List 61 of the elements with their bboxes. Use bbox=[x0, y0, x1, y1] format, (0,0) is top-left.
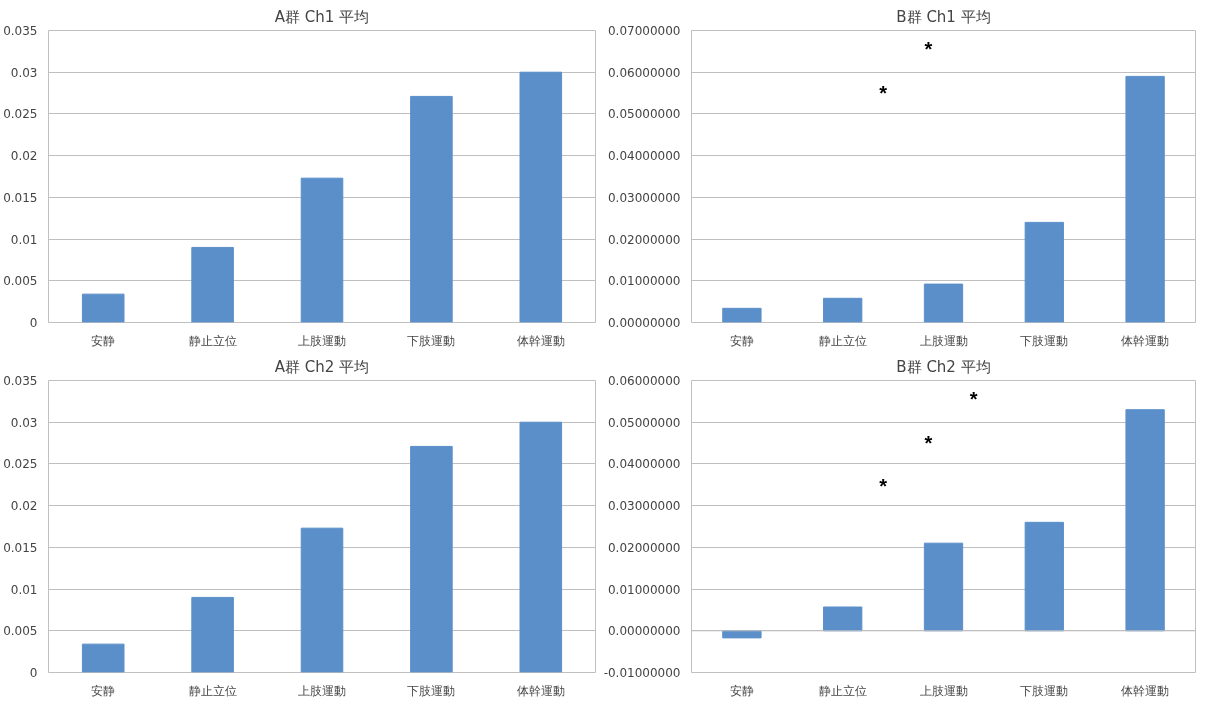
y-tick-label: 0.005 bbox=[3, 624, 38, 639]
x-tick-label: 下肢運動 bbox=[1020, 333, 1069, 348]
annotation: * bbox=[924, 37, 933, 60]
y-tick-label: 0.03 bbox=[10, 65, 38, 80]
annotation: * bbox=[879, 475, 888, 498]
y-tick-label: 0.05000000 bbox=[607, 107, 681, 122]
x-tick-label: 静止立位 bbox=[188, 683, 237, 698]
y-tick-label: 0.035 bbox=[3, 24, 38, 38]
x-tick-label: 下肢運動 bbox=[407, 683, 456, 698]
y-tick-label: 0.02 bbox=[10, 149, 38, 164]
y-tick-label: 0.00000000 bbox=[607, 624, 681, 639]
x-tick-label: 上肢運動 bbox=[919, 683, 968, 698]
y-tick-label: 0.04000000 bbox=[607, 149, 681, 164]
y-tick-label: 0.025 bbox=[3, 457, 38, 472]
x-tick-label: 上肢運動 bbox=[298, 333, 346, 348]
x-tick-label: 安静 bbox=[91, 333, 116, 348]
annotation: * bbox=[969, 387, 978, 410]
chart-title: A群 Ch1 平均 bbox=[274, 7, 370, 26]
x-tick-label: 安静 bbox=[729, 683, 754, 698]
y-tick-label: 0.00000000 bbox=[607, 316, 681, 330]
x-tick-label: 体幹運動 bbox=[1121, 683, 1170, 698]
x-tick-label: 静止立位 bbox=[818, 333, 867, 348]
y-tick-label: 0.035 bbox=[3, 374, 38, 388]
y-tick-label: 0 bbox=[29, 316, 38, 330]
y-tick-label: 0.04000000 bbox=[607, 457, 681, 472]
y-tick-label: 0.02000000 bbox=[607, 232, 681, 247]
y-tick-label: 0.07000000 bbox=[607, 24, 681, 38]
x-tick-label: 安静 bbox=[91, 683, 116, 698]
y-tick-label: 0.01 bbox=[10, 232, 38, 247]
y-tick-label: 0.03000000 bbox=[607, 499, 681, 514]
y-tick-label: 0.02000000 bbox=[607, 540, 681, 555]
chart-title: B群 Ch1 平均 bbox=[896, 7, 991, 26]
y-tick-label: 0.03000000 bbox=[607, 190, 681, 205]
x-tick-label: 上肢運動 bbox=[298, 683, 346, 698]
y-tick-label: 0.06000000 bbox=[607, 65, 681, 80]
x-tick-label: 下肢運動 bbox=[407, 333, 456, 348]
y-tick-label: 0.01000000 bbox=[607, 582, 681, 597]
chart-title: B群 Ch2 平均 bbox=[896, 357, 991, 376]
chart-title: A群 Ch2 平均 bbox=[274, 357, 370, 376]
y-tick-label: 0.015 bbox=[3, 540, 38, 555]
x-tick-label: 安静 bbox=[729, 333, 754, 348]
x-tick-label: 体幹運動 bbox=[1121, 333, 1170, 348]
y-tick-label: 0.03 bbox=[10, 415, 38, 430]
y-tick-label: 0.02 bbox=[10, 499, 38, 514]
y-tick-label: 0.025 bbox=[3, 107, 38, 122]
y-tick-label: -0.01000000 bbox=[603, 666, 681, 680]
y-tick-label: 0 bbox=[29, 666, 38, 680]
annotation: * bbox=[924, 431, 933, 454]
y-tick-label: 0.005 bbox=[3, 274, 38, 289]
y-tick-label: 0.01000000 bbox=[607, 274, 681, 289]
x-tick-label: 静止立位 bbox=[188, 333, 237, 348]
y-tick-label: 0.05000000 bbox=[607, 415, 681, 430]
y-tick-label: 0.01 bbox=[10, 582, 38, 597]
x-tick-label: 体幹運動 bbox=[516, 683, 565, 698]
y-tick-label: 0.06000000 bbox=[607, 374, 681, 388]
x-tick-label: 下肢運動 bbox=[1020, 683, 1069, 698]
x-tick-label: 上肢運動 bbox=[919, 333, 968, 348]
x-tick-label: 静止立位 bbox=[818, 683, 867, 698]
annotation: * bbox=[879, 81, 888, 104]
x-tick-label: 体幹運動 bbox=[516, 333, 565, 348]
y-tick-label: 0.015 bbox=[3, 190, 38, 205]
